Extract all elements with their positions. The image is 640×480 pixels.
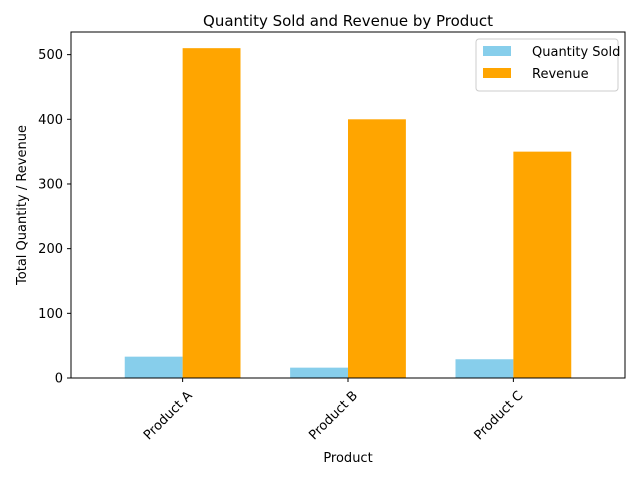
bar-quantity-sold-1: [290, 367, 348, 378]
chart-title: Quantity Sold and Revenue by Product: [203, 12, 493, 30]
x-axis: Product A Product B Product C: [141, 378, 526, 443]
legend-label-0: Quantity Sold: [532, 45, 620, 60]
x-tick-label-2: Product C: [472, 388, 527, 443]
y-axis-label: Total Quantity / Revenue: [15, 125, 30, 286]
x-axis-label: Product: [323, 451, 372, 466]
y-tick-label-4: 400: [38, 113, 63, 128]
x-tick-label-1: Product B: [306, 388, 361, 443]
y-tick-label-1: 100: [38, 307, 63, 322]
y-tick-label-3: 300: [38, 177, 63, 192]
legend-swatch-1: [483, 68, 511, 78]
y-tick-label-0: 0: [55, 372, 63, 387]
y-tick-label-2: 200: [38, 242, 63, 257]
bar-revenue-2: [513, 151, 572, 378]
legend-label-1: Revenue: [532, 67, 589, 82]
y-axis: 0 100 200 300 400 500: [38, 48, 71, 387]
bar-quantity-sold-2: [455, 359, 514, 378]
legend: Quantity Sold Revenue: [475, 38, 620, 92]
bar-quantity-sold-0: [124, 356, 183, 378]
bar-revenue-1: [348, 119, 406, 378]
legend-frame: [475, 38, 619, 92]
bar-revenue-0: [182, 48, 241, 379]
x-tick-label-0: Product A: [141, 388, 196, 443]
legend-swatch-0: [483, 46, 511, 56]
bars-group: [124, 48, 572, 379]
y-tick-label-5: 500: [38, 48, 63, 63]
